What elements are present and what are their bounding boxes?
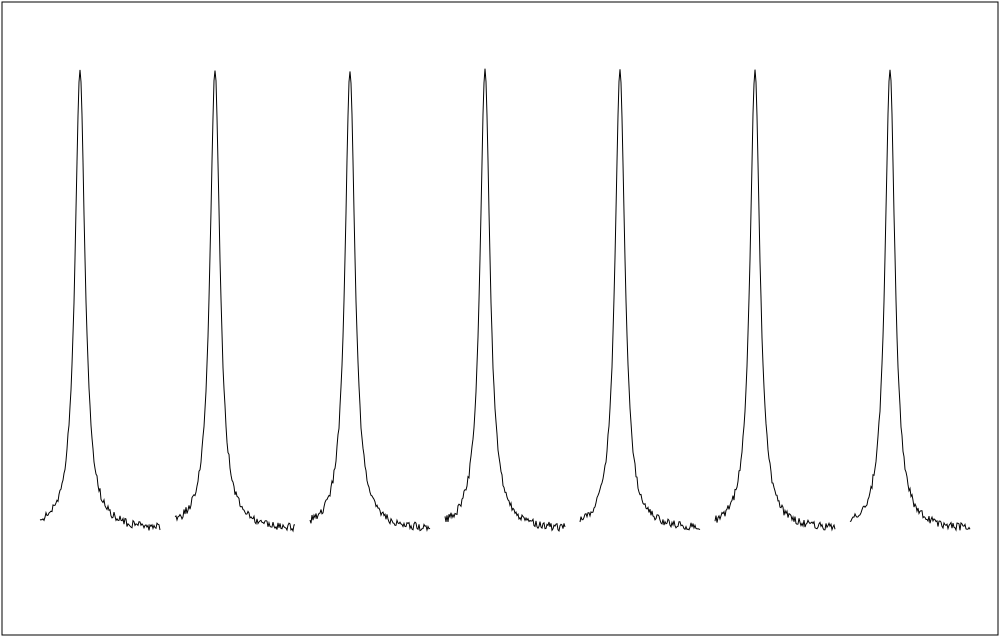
figure-background [0, 0, 1000, 637]
spectra-figure [0, 0, 1000, 637]
